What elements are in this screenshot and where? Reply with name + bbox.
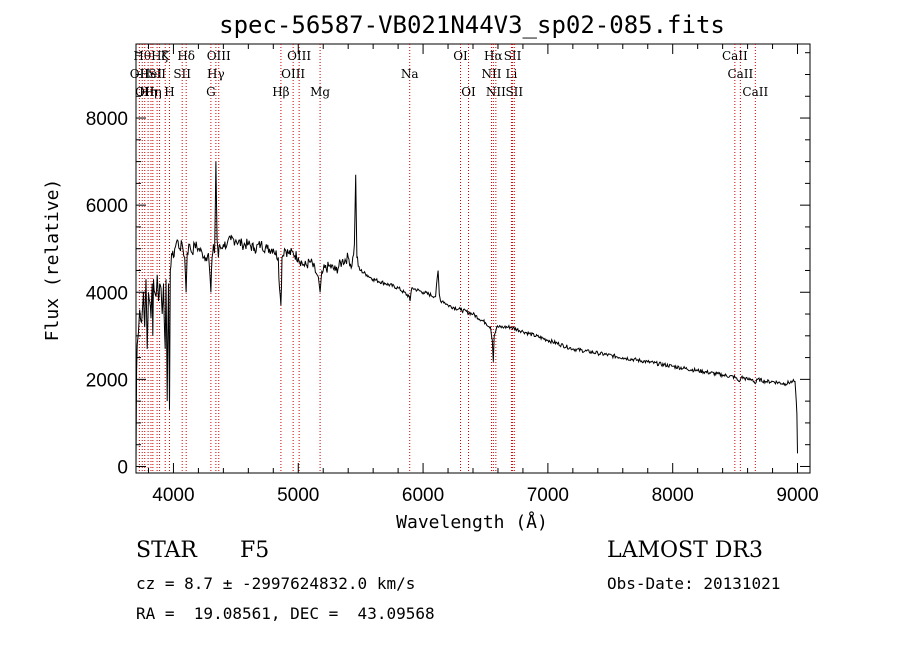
obs-date-text: Obs-Date: 20131021	[607, 574, 781, 593]
line-markers: OIIHθOIIHηHeIHηSIIHζKHSIIHδGHγOIIIHβOIII…	[130, 44, 768, 473]
line-marker-label-9: H	[164, 85, 174, 99]
coordinates-text: RA = 19.08561, DEC = 43.09568	[136, 604, 435, 623]
line-marker-label-7: Hζ	[151, 49, 168, 63]
line-marker-label-23: Hα	[484, 49, 503, 63]
y-tick-label-2: 4000	[86, 283, 128, 304]
line-marker-label-5: Hη	[144, 85, 162, 99]
line-marker-label-24: NII	[486, 85, 506, 99]
line-marker-label-10: SII	[173, 67, 191, 81]
x-tick-label-4: 8000	[652, 485, 694, 506]
x-tick-label-0: 4000	[152, 485, 194, 506]
line-marker-label-11: Hδ	[177, 49, 195, 63]
line-marker-label-8: K	[161, 49, 171, 63]
line-marker-label-17: OIII	[287, 49, 311, 63]
line-marker-label-16: OIII	[281, 67, 305, 81]
line-marker-label-27: SII	[505, 85, 523, 99]
line-marker-label-19: Na	[401, 67, 419, 81]
object-class: STAR	[136, 538, 197, 563]
x-axis-label: Wavelength (Å)	[396, 511, 548, 533]
y-tick-label-1: 2000	[86, 370, 128, 391]
line-marker-label-13: Hγ	[207, 67, 225, 81]
survey-name: LAMOST DR3	[607, 538, 763, 563]
chart-title: spec-56587-VB021N44V3_sp02-085.fits	[219, 11, 725, 39]
x-tick-label-1: 5000	[277, 485, 319, 506]
redshift-text: cz = 8.7 ± -2997624832.0 km/s	[136, 574, 416, 593]
line-marker-label-18: Mg	[310, 85, 330, 99]
line-marker-label-30: CaII	[742, 85, 768, 99]
y-tick-label-3: 6000	[86, 196, 128, 217]
line-marker-label-22: NII	[481, 67, 501, 81]
line-marker-label-15: Hβ	[272, 85, 289, 99]
line-marker-label-21: OI	[461, 85, 476, 99]
line-marker-label-6: SII	[148, 67, 166, 81]
x-tick-label-5: 9000	[776, 485, 818, 506]
line-marker-label-29: CaII	[727, 67, 753, 81]
line-marker-label-25: Li	[506, 67, 518, 81]
line-marker-label-2: OII	[135, 85, 155, 99]
line-marker-label-14: OIII	[207, 49, 231, 63]
y-tick-label-4: 8000	[86, 109, 128, 130]
x-tick-label-3: 7000	[527, 485, 569, 506]
spectrum-series-line	[135, 161, 798, 467]
spectrum-plot: spec-56587-VB021N44V3_sp02-085.fits OIIH…	[42, 11, 819, 533]
line-marker-label-28: CaII	[722, 49, 748, 63]
axis-ticks: 4000 5000 6000 7000 8000 9000 0 2000 4000 6000 800…	[86, 44, 819, 506]
object-subclass: F5	[240, 538, 270, 563]
y-tick-label-0: 0	[117, 457, 128, 478]
y-axis-label: Flux (relative)	[42, 179, 63, 342]
line-marker-label-20: OI	[453, 49, 468, 63]
plot-frame	[135, 43, 811, 474]
line-marker-label-26: SII	[504, 49, 522, 63]
x-tick-label-2: 6000	[402, 485, 444, 506]
line-marker-label-12: G	[206, 85, 216, 99]
